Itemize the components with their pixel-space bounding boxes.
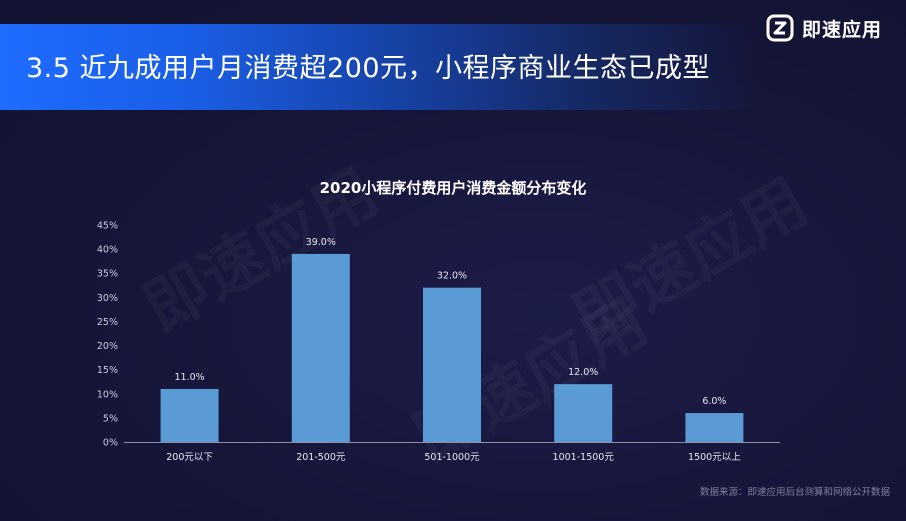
bar [160,388,219,442]
title-band [0,24,760,110]
bar [291,253,350,442]
data-label: 32.0% [437,271,467,282]
x-tick-label: 1001-1500元 [553,452,615,463]
x-tick-label: 1500元以上 [688,452,741,463]
brand: 即速应用 [766,14,882,42]
bar [685,413,744,442]
brand-logo-icon [766,14,794,42]
x-tick-label: 200元以下 [166,452,213,463]
bar [423,287,481,442]
data-source-note: 数据来源：即速应用后台测算和网络公开数据 [699,487,890,498]
y-tick-label: 20% [97,341,118,352]
y-tick-label: 5% [103,413,118,424]
y-tick-label: 10% [97,389,118,400]
chart-title: 2020小程序付费用户消费金额分布变化 [319,179,587,197]
y-tick-label: 35% [97,269,118,280]
data-label: 6.0% [702,396,726,407]
y-tick-label: 45% [97,221,118,232]
x-tick-label: 201-500元 [296,452,346,463]
y-tick-label: 40% [97,245,118,256]
y-tick-label: 0% [103,438,118,449]
data-label: 39.0% [306,237,336,248]
data-label: 12.0% [568,367,598,378]
y-tick-label: 30% [97,293,118,304]
data-label: 11.0% [175,372,205,383]
y-tick-label: 25% [97,317,118,328]
page-title: 3.5 近九成用户月消费超200元，小程序商业生态已成型 [26,53,711,84]
bar [554,384,613,442]
brand-name: 即速应用 [801,18,882,41]
y-tick-label: 15% [97,365,118,376]
x-tick-label: 501-1000元 [424,452,480,463]
